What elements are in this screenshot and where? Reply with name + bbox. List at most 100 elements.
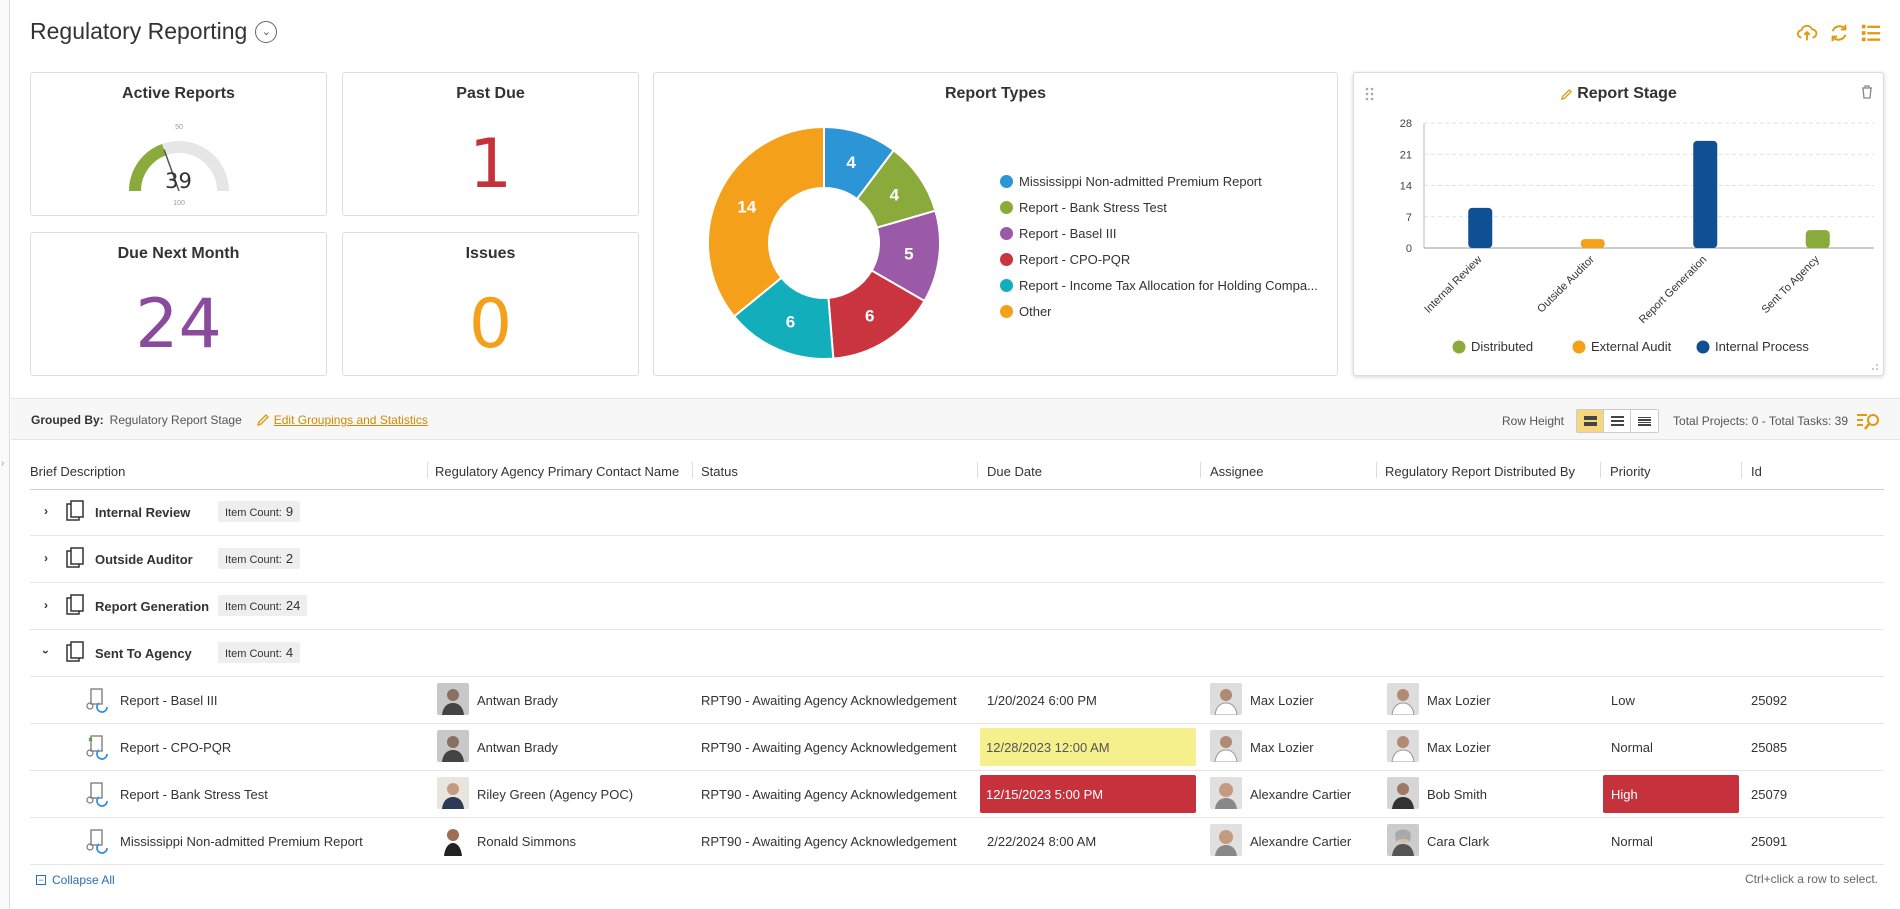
row-height-small-button[interactable] bbox=[1631, 410, 1659, 432]
legend-item[interactable]: Report - Income Tax Allocation for Holdi… bbox=[1000, 272, 1318, 298]
legend-label: Report - CPO-PQR bbox=[1019, 251, 1131, 267]
bar-internal-process[interactable] bbox=[1468, 207, 1493, 248]
item-count-badge: Item Count: 24 bbox=[218, 595, 308, 616]
chevron-down-icon[interactable]: › bbox=[39, 650, 53, 654]
avatar bbox=[1387, 683, 1419, 715]
cloud-upload-icon[interactable] bbox=[1796, 22, 1818, 44]
active-reports-gauge: 50 100 bbox=[129, 124, 229, 207]
y-tick-label: 0 bbox=[1406, 243, 1412, 255]
row-height-large-button[interactable] bbox=[1577, 410, 1605, 432]
chevron-down-icon[interactable]: ⌄ bbox=[255, 20, 278, 43]
group-name: Report Generation bbox=[95, 599, 210, 614]
row-status: RPT90 - Awaiting Agency Acknowledgement bbox=[701, 693, 957, 708]
legend-item[interactable]: Other bbox=[1000, 298, 1318, 324]
row-description[interactable]: Mississippi Non-admitted Premium Report bbox=[120, 834, 363, 849]
expand-rail-icon[interactable]: › bbox=[1, 458, 5, 469]
list-icon[interactable] bbox=[1860, 22, 1882, 44]
pencil-icon[interactable] bbox=[1560, 88, 1573, 101]
resize-handle-icon[interactable] bbox=[1869, 361, 1879, 371]
legend-item[interactable]: Report - CPO-PQR bbox=[1000, 246, 1318, 272]
legend-label: Report - Basel III bbox=[1019, 225, 1117, 241]
report-types-legend: Mississippi Non-admitted Premium Report R… bbox=[1000, 168, 1318, 324]
left-rail[interactable]: › bbox=[0, 0, 10, 909]
row-distributed-by: Max Lozier bbox=[1427, 740, 1491, 755]
report-task-icon bbox=[86, 782, 108, 807]
legend-item[interactable]: Report - Basel III bbox=[1000, 220, 1318, 246]
x-tick-label: Report Generation bbox=[1637, 254, 1709, 326]
issues-card[interactable]: Issues 0 bbox=[342, 232, 639, 376]
table-row[interactable]: Mississippi Non-admitted Premium Report … bbox=[30, 818, 1884, 865]
group-name: Sent To Agency bbox=[95, 646, 192, 661]
row-description[interactable]: Report - Basel III bbox=[120, 693, 218, 708]
donut-slice-label: 4 bbox=[890, 185, 900, 204]
column-contact-name[interactable]: Regulatory Agency Primary Contact Name bbox=[435, 464, 680, 479]
row-contact: Antwan Brady bbox=[477, 740, 558, 755]
table-row[interactable]: Report - Basel III Antwan Brady RPT90 - … bbox=[30, 677, 1884, 724]
legend-item[interactable]: Distributed bbox=[1452, 339, 1534, 354]
due-next-month-card[interactable]: Due Next Month 24 bbox=[30, 232, 327, 376]
legend-item[interactable]: External Audit bbox=[1572, 339, 1672, 354]
collapse-all-button[interactable]: − Collapse All bbox=[36, 873, 115, 887]
report-types-card: Report Types 4 4 5 6 6 14 bbox=[653, 72, 1338, 376]
column-id[interactable]: Id bbox=[1751, 464, 1762, 479]
column-distributed-by[interactable]: Regulatory Report Distributed By bbox=[1385, 464, 1576, 479]
column-status[interactable]: Status bbox=[701, 464, 738, 479]
group-row-outside-auditor[interactable]: › Outside Auditor Item Count: 2 bbox=[30, 536, 1884, 583]
chevron-right-icon[interactable]: › bbox=[44, 598, 48, 612]
trash-icon[interactable] bbox=[1861, 85, 1873, 99]
report-stage-bar-chart[interactable]: 0 7 14 21 28 Internal Review Outside Auditor Re… bbox=[1354, 113, 1884, 373]
page-title: Regulatory Reporting bbox=[30, 18, 248, 44]
edit-groupings-link[interactable]: Edit Groupings and Statistics bbox=[273, 413, 428, 427]
row-contact: Antwan Brady bbox=[477, 693, 558, 708]
y-tick-label: 28 bbox=[1400, 118, 1412, 130]
totals-text: Total Projects: 0 - Total Tasks: 39 bbox=[1673, 414, 1848, 428]
avatar bbox=[1210, 777, 1242, 809]
header-toolbar bbox=[1796, 22, 1882, 44]
row-assignee: Max Lozier bbox=[1250, 740, 1314, 755]
copy-pages-icon bbox=[66, 500, 84, 521]
row-height-label: Row Height bbox=[1501, 414, 1565, 428]
legend-label: Mississippi Non-admitted Premium Report bbox=[1019, 173, 1262, 189]
legend-swatch bbox=[1000, 226, 1013, 240]
due-next-month-value: 24 bbox=[135, 285, 222, 364]
donut-slice-label: 6 bbox=[786, 313, 795, 332]
column-assignee[interactable]: Assignee bbox=[1210, 464, 1264, 479]
group-row-report-generation[interactable]: › Report Generation Item Count: 24 bbox=[30, 583, 1884, 630]
row-priority: Normal bbox=[1611, 740, 1653, 755]
row-height-medium-button[interactable] bbox=[1604, 410, 1632, 432]
column-priority[interactable]: Priority bbox=[1610, 464, 1651, 479]
legend-item[interactable]: Mississippi Non-admitted Premium Report bbox=[1000, 168, 1318, 194]
table-row[interactable]: Report - CPO-PQR Antwan Brady RPT90 - Aw… bbox=[30, 724, 1884, 771]
bar-distributed[interactable] bbox=[1805, 230, 1830, 248]
table-row[interactable]: Report - Bank Stress Test Riley Green (A… bbox=[30, 771, 1884, 818]
drag-handle-icon[interactable] bbox=[1365, 87, 1375, 101]
refresh-icon[interactable] bbox=[1828, 22, 1850, 44]
row-assignee: Alexandre Cartier bbox=[1250, 834, 1352, 849]
legend-swatch bbox=[1572, 340, 1586, 354]
past-due-title: Past Due bbox=[456, 85, 525, 102]
report-types-title: Report Types bbox=[944, 85, 1047, 102]
search-filter-icon[interactable] bbox=[1856, 411, 1882, 431]
group-name: Outside Auditor bbox=[95, 552, 193, 567]
row-description[interactable]: Report - Bank Stress Test bbox=[120, 787, 268, 802]
row-description[interactable]: Report - CPO-PQR bbox=[120, 740, 232, 755]
group-row-sent-to-agency[interactable]: › Sent To Agency Item Count: 4 bbox=[30, 630, 1884, 677]
legend-item[interactable]: Report - Bank Stress Test bbox=[1000, 194, 1318, 220]
column-due-date[interactable]: Due Date bbox=[987, 464, 1042, 479]
bar-external-audit[interactable] bbox=[1580, 239, 1605, 248]
group-row-internal-review[interactable]: › Internal Review Item Count: 9 bbox=[30, 489, 1884, 536]
report-types-donut-chart[interactable]: 4 4 5 6 6 14 bbox=[704, 123, 944, 363]
donut-slice[interactable] bbox=[707, 125, 825, 318]
legend-swatch bbox=[1000, 200, 1013, 214]
past-due-card[interactable]: Past Due 1 bbox=[342, 72, 639, 216]
donut-slice-label: 6 bbox=[865, 306, 874, 325]
column-brief-description[interactable]: Brief Description bbox=[30, 464, 126, 479]
bar-internal-process[interactable] bbox=[1693, 140, 1718, 248]
legend-item[interactable]: Internal Process bbox=[1696, 339, 1810, 354]
active-reports-card[interactable]: Active Reports 50 100 39 bbox=[30, 72, 327, 216]
legend-label: Internal Process bbox=[1715, 339, 1809, 354]
chevron-right-icon[interactable]: › bbox=[44, 504, 48, 518]
row-distributed-by: Bob Smith bbox=[1427, 787, 1487, 802]
avatar bbox=[1387, 730, 1419, 762]
chevron-right-icon[interactable]: › bbox=[44, 551, 48, 565]
